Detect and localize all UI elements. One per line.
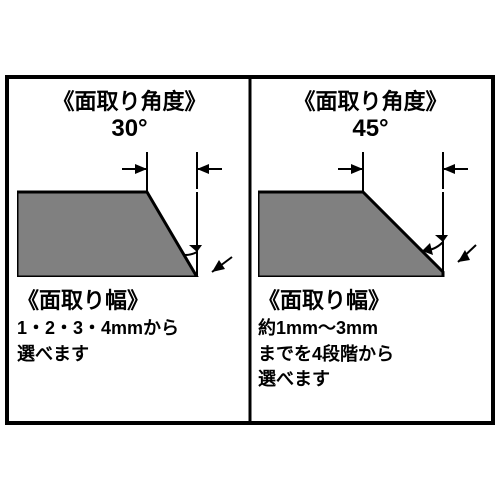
left-panel: 《面取り角度》 30°: [9, 79, 250, 421]
right-desc1: 約1mm～3mm: [258, 317, 483, 340]
angle-arc-30: [184, 252, 197, 255]
right-angle-title: 《面取り角度》: [258, 89, 483, 115]
dim-arrow-left-head: [135, 164, 147, 174]
left-angle-value: 30°: [17, 115, 242, 143]
angle-arrow-in: [212, 260, 225, 272]
dim-arrow-right-head-r: [443, 164, 455, 174]
chamfer-block-30: [17, 192, 197, 277]
angle-arrow-up: [189, 245, 202, 252]
dim-arrow-left-head-r: [351, 164, 363, 174]
right-desc2: までを4段階から: [258, 343, 483, 366]
left-desc2: 選べます: [17, 343, 242, 366]
diagram-frame: 《面取り角度》 30°: [5, 75, 495, 425]
right-panel: 《面取り角度》 45°: [250, 79, 491, 421]
right-angle-value: 45°: [258, 115, 483, 143]
left-angle-title: 《面取り角度》: [17, 89, 242, 115]
chamfer-block-45: [258, 192, 443, 277]
dim-arrow-right-head: [197, 164, 209, 174]
left-diagram: [17, 147, 242, 277]
angle-arrow-up-r: [435, 235, 448, 242]
left-width-title: 《面取り幅》: [17, 283, 242, 315]
right-diagram: [258, 147, 483, 277]
right-desc3: 選べます: [258, 368, 483, 391]
right-width-title: 《面取り幅》: [258, 283, 483, 315]
left-desc1: 1・2・3・4mmから: [17, 317, 242, 340]
